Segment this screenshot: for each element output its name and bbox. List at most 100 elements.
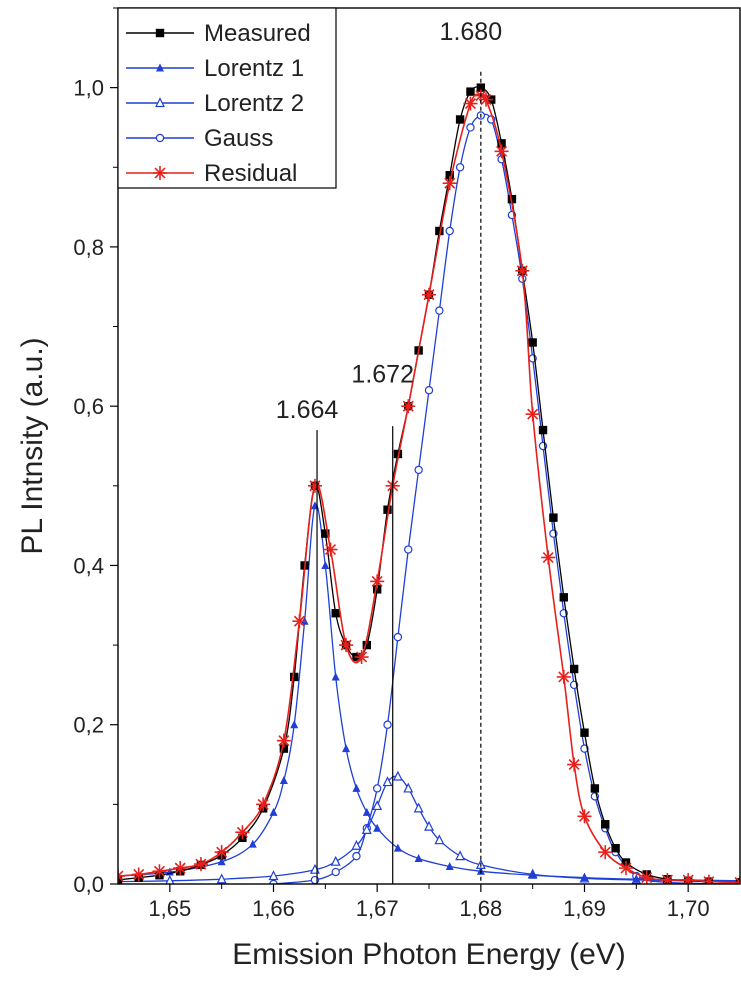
data-point-gauss bbox=[580, 744, 589, 753]
annotation-label: 1.680 bbox=[440, 18, 503, 46]
data-point-residual bbox=[235, 825, 250, 840]
data-point-residual bbox=[118, 869, 125, 884]
data-point-measured bbox=[362, 640, 371, 650]
data-point-measured bbox=[455, 115, 465, 124]
data-point-gauss bbox=[455, 163, 465, 172]
data-point-gauss bbox=[435, 306, 444, 315]
data-point-residual bbox=[577, 809, 592, 824]
data-point-residual bbox=[323, 542, 338, 557]
data-point-lorentz-1 bbox=[580, 873, 589, 882]
asterisk-stroke bbox=[496, 145, 508, 157]
data-point-lorentz-2 bbox=[268, 870, 279, 881]
data-point-measured bbox=[435, 226, 444, 236]
legend-marker-gauss bbox=[155, 133, 165, 143]
legend-marker-residual bbox=[153, 166, 167, 180]
data-point-lorentz-2 bbox=[330, 855, 341, 866]
data-point-gauss bbox=[372, 784, 382, 793]
data-point-lorentz-2 bbox=[424, 820, 434, 831]
asterisk-stroke bbox=[578, 810, 591, 822]
asterisk-stroke bbox=[195, 858, 207, 870]
data-point-residual bbox=[131, 867, 146, 882]
data-point-lorentz-2 bbox=[216, 873, 227, 884]
data-point-measured bbox=[569, 664, 579, 674]
data-point-measured bbox=[590, 784, 600, 793]
data-point-lorentz-2 bbox=[361, 824, 372, 834]
data-point-residual bbox=[639, 870, 654, 884]
data-point-lorentz-1 bbox=[248, 839, 257, 848]
data-point-residual bbox=[401, 399, 416, 414]
data-point-residual bbox=[463, 96, 478, 111]
data-point-residual bbox=[494, 144, 509, 159]
data-point-residual bbox=[173, 861, 188, 876]
asterisk-stroke bbox=[705, 876, 715, 884]
x-tick-label: 1,69 bbox=[563, 896, 606, 921]
data-point-lorentz-2 bbox=[403, 782, 414, 793]
asterisk-stroke bbox=[154, 167, 166, 179]
legend-label-residual: Residual bbox=[204, 160, 297, 187]
data-point-lorentz-2 bbox=[372, 800, 383, 811]
annotation-layer: 1.664 1.672 1.680 bbox=[276, 18, 502, 884]
y-tick-label: 0,6 bbox=[73, 394, 104, 419]
y-tick-label: 0,2 bbox=[73, 713, 104, 738]
data-point-residual bbox=[354, 650, 369, 665]
data-point-measured bbox=[580, 728, 589, 737]
data-point-lorentz-1 bbox=[362, 807, 371, 816]
data-point-gauss bbox=[404, 545, 413, 554]
data-point-lorentz-1 bbox=[290, 720, 299, 729]
y-tick-label: 1,0 bbox=[73, 76, 104, 101]
asterisk-stroke bbox=[558, 671, 570, 683]
legend-marker-lorentz-1 bbox=[156, 63, 164, 72]
data-point-measured bbox=[497, 139, 506, 148]
legend-label-gauss: Gauss bbox=[204, 125, 273, 152]
data-point-residual bbox=[660, 873, 675, 884]
data-point-gauss bbox=[269, 879, 278, 884]
asterisk-stroke bbox=[371, 575, 383, 587]
data-point-measured bbox=[383, 505, 392, 514]
x-tick-label: 1,67 bbox=[356, 896, 399, 921]
data-point-lorentz-1 bbox=[373, 823, 382, 832]
data-point-lorentz-1 bbox=[269, 807, 278, 816]
asterisk-stroke bbox=[734, 876, 740, 884]
data-point-lorentz-1 bbox=[352, 783, 361, 792]
asterisk-stroke bbox=[402, 400, 414, 412]
data-point-gauss bbox=[414, 465, 423, 475]
data-point-lorentz-2 bbox=[351, 839, 362, 850]
data-point-measured bbox=[321, 529, 330, 538]
data-point-gauss bbox=[393, 632, 403, 642]
asterisk-stroke bbox=[309, 480, 321, 492]
asterisk-stroke bbox=[133, 868, 145, 880]
data-point-residual bbox=[193, 857, 208, 872]
series-line-gauss bbox=[273, 113, 740, 884]
data-point-residual bbox=[276, 733, 291, 748]
asterisk-stroke bbox=[236, 826, 248, 838]
data-point-residual bbox=[479, 92, 494, 107]
x-tick-label: 1,70 bbox=[667, 896, 710, 921]
data-point-gauss bbox=[466, 123, 475, 132]
legend: Measured Lorentz 1 Lorentz 2 Gauss Residual bbox=[117, 7, 337, 189]
asterisk-stroke bbox=[423, 289, 435, 301]
asterisk-stroke bbox=[568, 759, 580, 771]
x-axis-title: Emission Photon Energy (eV) bbox=[232, 938, 626, 971]
x-tick-label: 1,65 bbox=[148, 896, 191, 921]
x-tick-label: 1,66 bbox=[252, 896, 295, 921]
data-point-lorentz-1 bbox=[321, 560, 330, 569]
data-point-residual bbox=[442, 176, 457, 191]
data-point-measured bbox=[279, 744, 289, 753]
series-line-measured bbox=[118, 86, 740, 884]
annotation-label: 1.672 bbox=[351, 360, 414, 388]
data-point-measured bbox=[445, 171, 454, 180]
data-point-gauss bbox=[352, 851, 361, 861]
data-point-residual bbox=[598, 845, 613, 860]
data-point-measured bbox=[118, 875, 123, 884]
legend-label-lorentz-1: Lorentz 1 bbox=[204, 55, 304, 82]
data-point-measured bbox=[559, 593, 568, 602]
asterisk-stroke bbox=[356, 651, 368, 663]
data-point-residual bbox=[422, 287, 436, 302]
data-point-lorentz-1 bbox=[528, 870, 537, 879]
data-point-residual bbox=[292, 614, 307, 629]
asterisk-stroke bbox=[542, 551, 554, 564]
data-point-residual bbox=[701, 874, 716, 884]
data-point-residual bbox=[541, 550, 556, 565]
legend-label-lorentz-2: Lorentz 2 bbox=[204, 90, 304, 117]
data-point-residual bbox=[556, 669, 571, 684]
